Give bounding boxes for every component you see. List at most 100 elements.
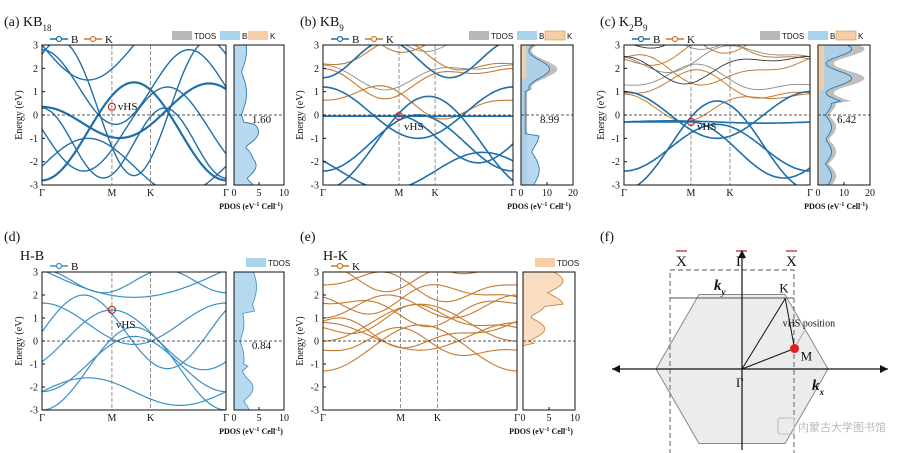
k-path-label: Γ	[514, 413, 520, 424]
legend-marker	[55, 262, 63, 270]
y-tick-label: -3	[311, 181, 319, 192]
dos-legend-label: TDOS	[194, 32, 216, 41]
vhs-marker	[686, 117, 696, 127]
dos-x-tick-label: 0	[816, 188, 821, 199]
dos-legend-swatch	[835, 30, 857, 41]
rectangular-zone	[669, 269, 795, 453]
point-k-label: K	[779, 281, 789, 296]
gamma-k-line	[741, 298, 786, 370]
watermark-logo-icon	[777, 417, 795, 435]
dos-x-tick-label: 5	[547, 413, 552, 424]
point-gamma-label: Γ	[736, 375, 744, 390]
dos-legend-label: B	[830, 32, 835, 41]
dos-legend-label: TDOS	[557, 259, 579, 268]
k-path-label: Γ	[621, 188, 627, 199]
x-bar-right-label: X	[786, 254, 797, 270]
band-line	[624, 123, 810, 172]
dos-legend-swatch	[535, 258, 555, 267]
band-line	[42, 137, 226, 185]
ky-label: ky	[714, 278, 727, 297]
band-line	[42, 45, 226, 177]
band-line	[624, 121, 810, 179]
k-path-label: K	[431, 188, 439, 199]
k-m-line	[784, 298, 796, 349]
legend-label: B	[71, 261, 78, 273]
band-line	[42, 377, 226, 406]
y-tick-label: -3	[612, 181, 620, 192]
band-line	[345, 272, 431, 293]
band-line	[323, 300, 517, 328]
y-tick-label: -3	[311, 406, 319, 417]
dos-legend-swatch	[246, 258, 266, 267]
dos-area	[521, 45, 550, 185]
ky-arrow-icon	[738, 250, 746, 258]
y-tick-label: -2	[30, 383, 38, 394]
vhs-marker	[107, 102, 117, 111]
dos-fermi-value: 8.99	[540, 114, 560, 126]
band-line	[42, 81, 226, 182]
legend-marker	[336, 35, 344, 43]
dos-legend-swatch	[808, 31, 828, 40]
band-line	[323, 322, 517, 351]
y-tick-label: 0	[33, 111, 38, 122]
legend-marker	[671, 35, 679, 43]
panel-title: (a) KB18	[4, 15, 52, 33]
vhs-label: vHS	[118, 101, 138, 113]
band-line	[45, 272, 223, 298]
vhs-position-label: vHS position	[783, 319, 836, 330]
pdos-axis-label: PDOS (eV-1 Cell-1)	[507, 202, 571, 211]
watermark-text: 内蒙古大学图书馆	[798, 420, 886, 434]
y-tick-label: 0	[33, 337, 38, 348]
dos-legend-label: K	[270, 32, 276, 41]
dos-x-tick-label: 0	[232, 188, 237, 199]
band-line	[624, 54, 810, 86]
band-line	[52, 272, 226, 294]
band-line	[632, 45, 667, 49]
legend-label: B	[653, 34, 660, 46]
band-line	[381, 45, 427, 53]
vhs-point-marker	[790, 344, 800, 354]
band-line	[323, 284, 517, 315]
y-tick-label: -2	[612, 157, 620, 168]
legend-label: K	[105, 34, 113, 46]
dos-legend-label: TDOS	[268, 259, 290, 268]
band-line	[323, 68, 513, 100]
bands-a	[42, 45, 226, 185]
dos-x-tick-label: 10	[839, 188, 849, 199]
k-path-label: Γ	[510, 188, 516, 199]
k-path-label: Γ	[320, 413, 326, 424]
k-path-label: M	[107, 188, 116, 199]
dos-legend-swatch	[172, 31, 192, 40]
dos-x-tick-label: 10	[542, 188, 552, 199]
gamma-m-line	[741, 348, 795, 370]
panel-f-tag: (f)	[600, 230, 614, 245]
legend-label: B	[71, 34, 78, 46]
band-line	[624, 120, 810, 124]
vhs-label: vHS	[697, 121, 717, 133]
gamma-bar-label: Γ	[736, 254, 745, 270]
legend-marker	[370, 35, 378, 43]
point-m-label: M	[801, 349, 813, 364]
y-tick-label: 0	[615, 111, 620, 122]
panel-e-title: H-K	[323, 249, 348, 264]
dos-legend-label: TDOS	[782, 32, 804, 41]
bands-b	[323, 45, 513, 185]
y-tick-label: 2	[314, 291, 319, 302]
band-line	[684, 45, 722, 50]
k-path-label: K	[726, 188, 734, 199]
band-line	[323, 64, 513, 91]
k-path-label: M	[396, 413, 405, 424]
panel-title: (c) K2B9	[600, 15, 648, 33]
legend-label: K	[352, 261, 360, 273]
y-tick-label: -3	[30, 406, 38, 417]
dos-x-tick-label: 10	[279, 188, 289, 199]
kx-arrow-left-icon	[612, 365, 620, 373]
dos-area	[818, 45, 825, 185]
vhs-label: vHS	[116, 319, 136, 331]
band-line	[323, 304, 517, 335]
